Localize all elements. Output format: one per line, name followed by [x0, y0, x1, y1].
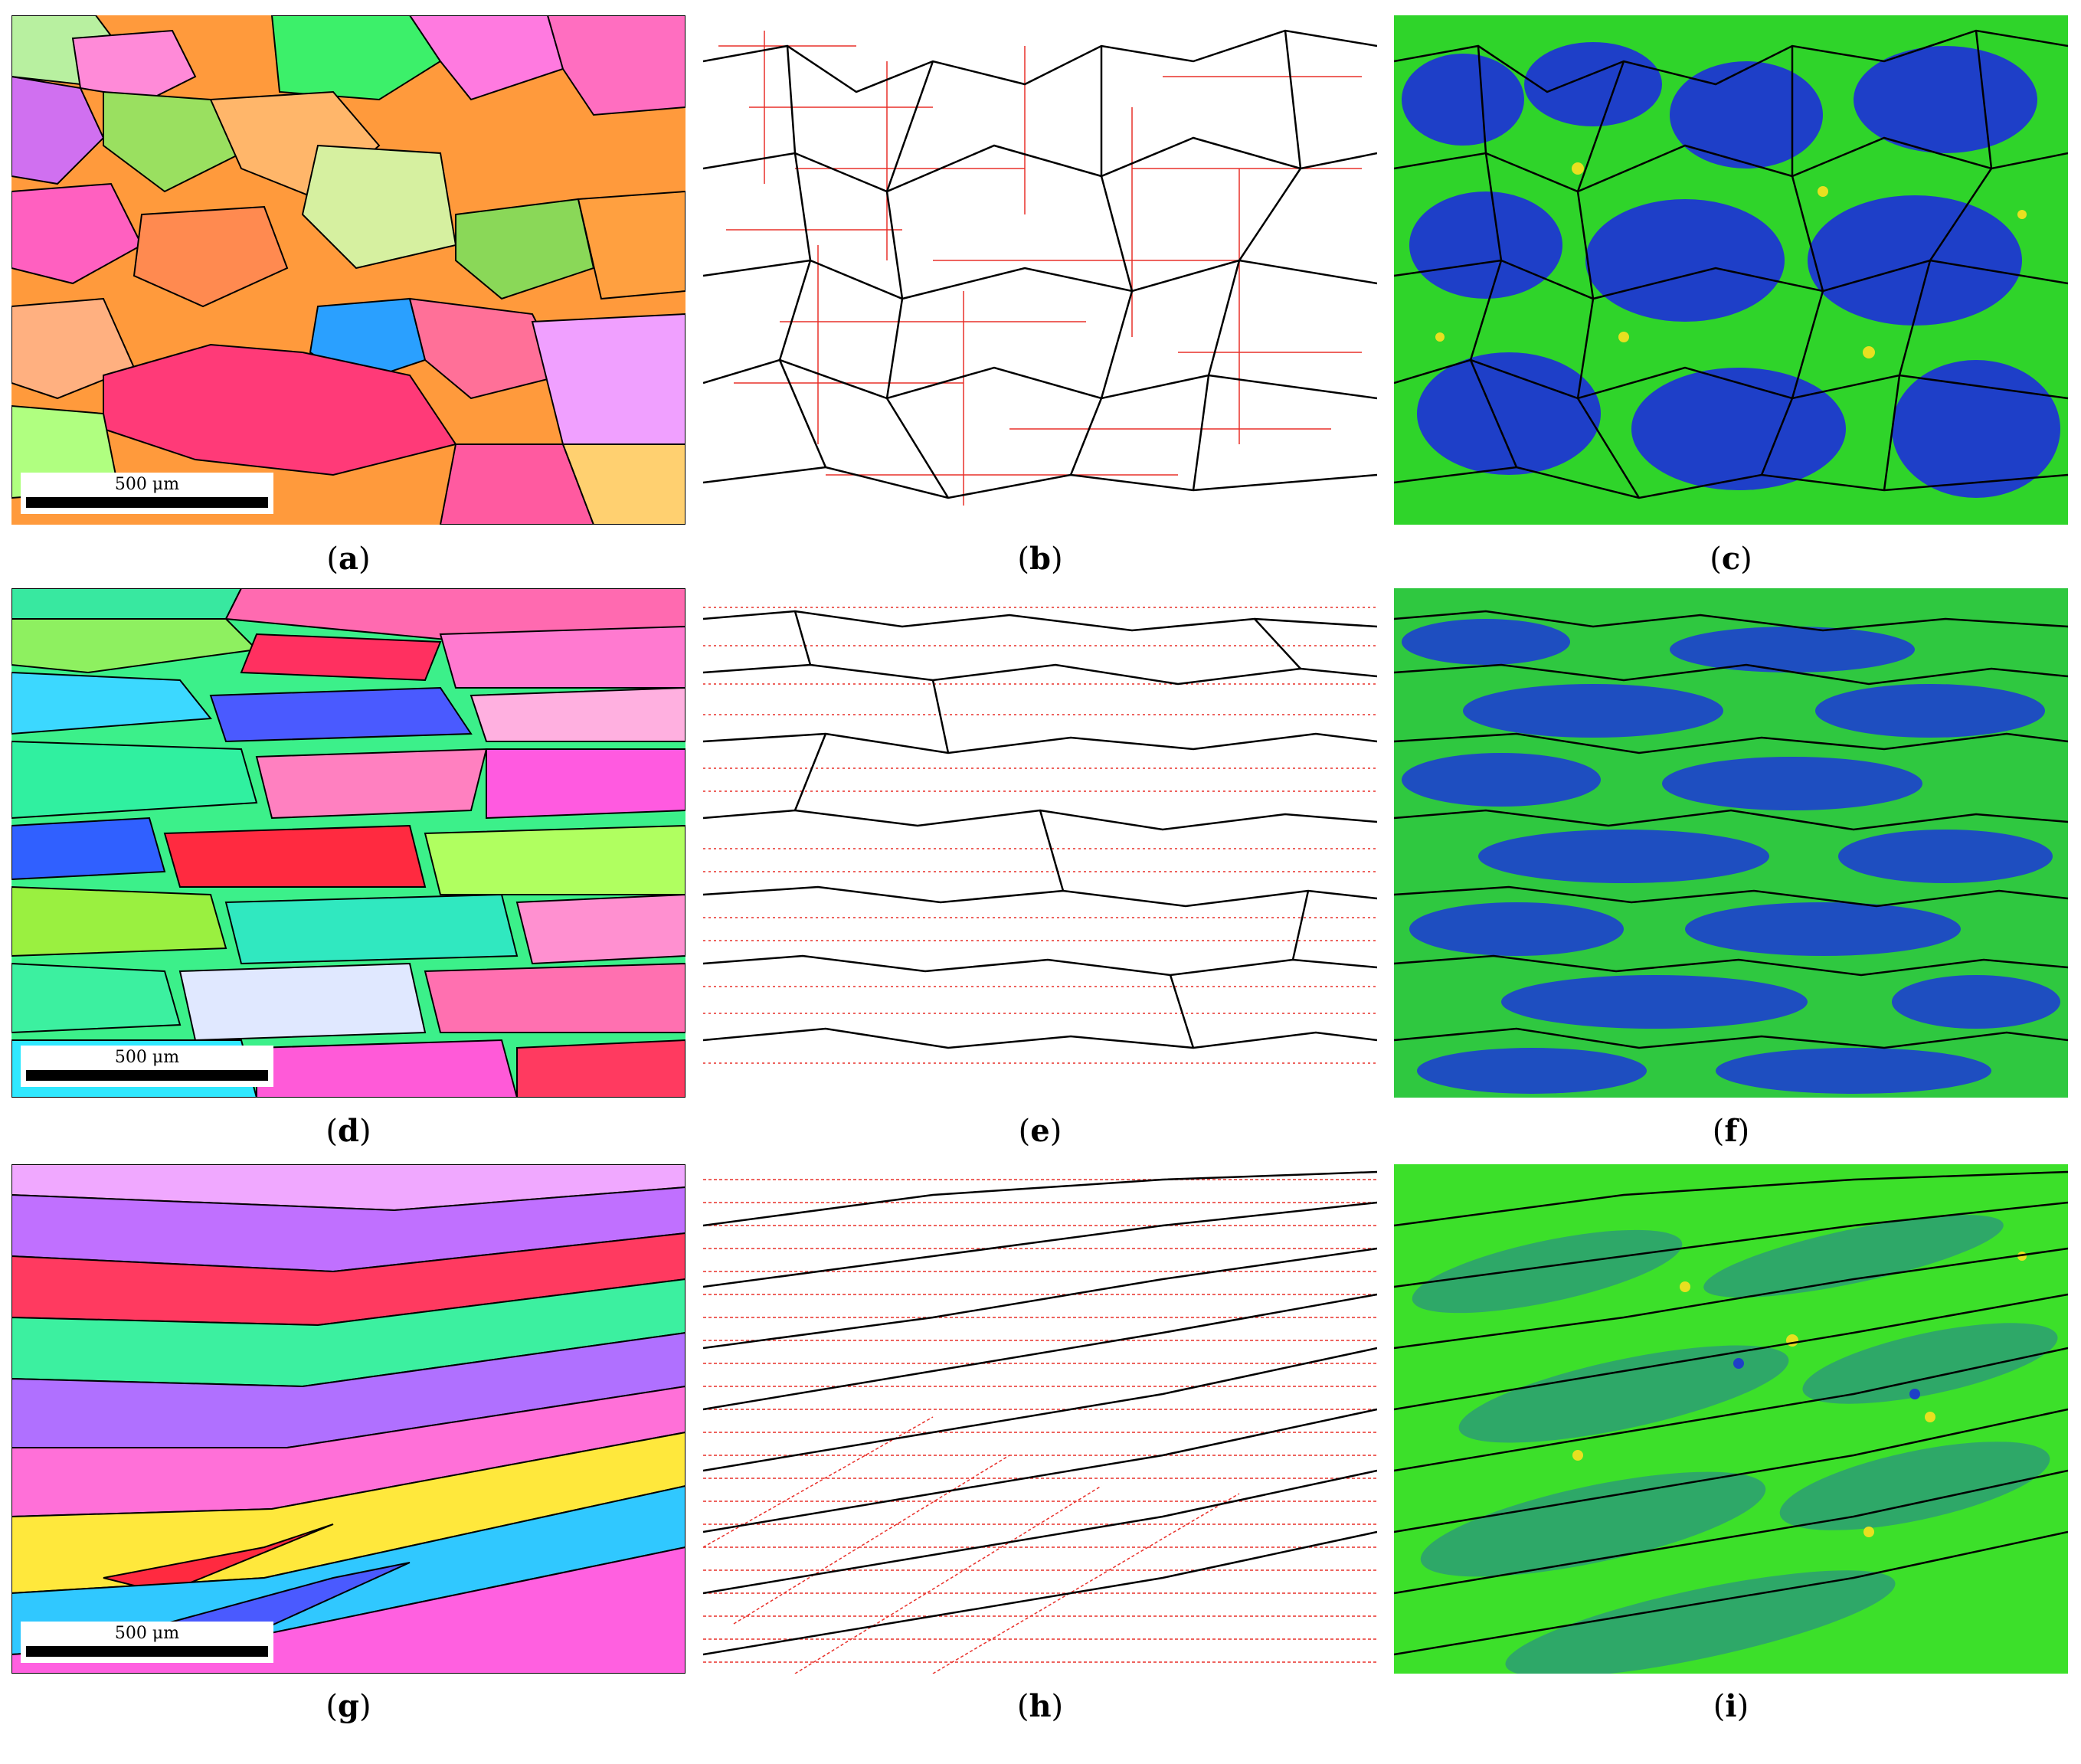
panel-d-ipf-map: 500 μm	[11, 588, 685, 1098]
panel-h-boundary-map	[703, 1164, 1377, 1674]
caption-e: (e)	[1018, 1113, 1062, 1149]
caption-i: (i)	[1713, 1688, 1749, 1724]
kam-map-image	[1394, 1164, 2068, 1674]
caption-f: (f)	[1712, 1113, 1750, 1149]
panel-c-kam-map	[1394, 15, 2068, 525]
caption-g: (g)	[326, 1688, 371, 1724]
scale-bar-label: 500 μm	[114, 1624, 180, 1643]
boundary-map-image	[703, 588, 1377, 1098]
caption-d: (d)	[326, 1113, 371, 1149]
scale-bar-line	[26, 497, 268, 508]
panel-b-boundary-map	[703, 15, 1377, 525]
panel-f-kam-map	[1394, 588, 2068, 1098]
scale-bar: 500 μm	[21, 1622, 273, 1663]
caption-e-letter: e	[1030, 1113, 1050, 1149]
panel-i-kam-map	[1394, 1164, 2068, 1674]
ipf-map-image	[11, 588, 685, 1098]
panel-g-ipf-map: 500 μm	[11, 1164, 685, 1674]
scale-bar: 500 μm	[21, 1046, 273, 1087]
caption-c-letter: c	[1721, 541, 1741, 577]
caption-d-letter: d	[338, 1113, 359, 1149]
scale-bar-label: 500 μm	[114, 1048, 180, 1067]
boundary-map-image	[703, 1164, 1377, 1674]
caption-b: (b)	[1017, 541, 1063, 577]
caption-a-letter: a	[339, 541, 358, 577]
ipf-map-image	[11, 15, 685, 525]
ipf-map-image	[11, 1164, 685, 1674]
caption-f-letter: f	[1724, 1113, 1738, 1149]
boundary-map-image	[703, 15, 1377, 525]
scale-bar-line	[26, 1646, 268, 1657]
scale-bar-line	[26, 1070, 268, 1081]
scale-bar-label: 500 μm	[114, 475, 180, 494]
caption-h: (h)	[1016, 1688, 1064, 1724]
kam-map-image	[1394, 588, 2068, 1098]
panel-a-ipf-map: 500 μm	[11, 15, 685, 525]
caption-h-letter: h	[1029, 1688, 1052, 1724]
caption-g-letter: g	[338, 1688, 359, 1724]
panel-e-boundary-map	[703, 588, 1377, 1098]
scale-bar: 500 μm	[21, 473, 273, 514]
caption-b-letter: b	[1029, 541, 1051, 577]
caption-i-letter: i	[1725, 1688, 1737, 1724]
caption-c: (c)	[1710, 541, 1752, 577]
kam-map-image	[1394, 15, 2068, 525]
caption-a: (a)	[326, 541, 371, 577]
